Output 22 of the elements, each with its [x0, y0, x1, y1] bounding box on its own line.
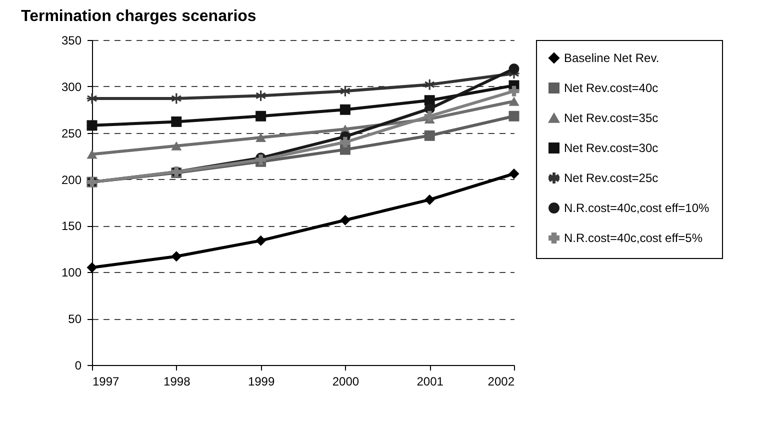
y-tick-label: 100 [61, 266, 82, 280]
legend-label: Net Rev.cost=40c [564, 81, 658, 95]
x-tick-label: 1999 [248, 374, 275, 388]
x-tick-label: 2001 [416, 374, 444, 388]
chart-title: Termination charges scenarios [20, 8, 256, 25]
x-tick-label: 1998 [164, 374, 191, 388]
x-tick-label: 2002 [488, 374, 515, 388]
y-tick-label: 50 [68, 312, 82, 326]
legend-label: N.R.cost=40c,cost eff=10% [564, 201, 710, 215]
x-tick-label: 1997 [92, 374, 120, 388]
y-tick-label: 0 [74, 358, 82, 372]
legend-label: Net Rev.cost=35c [564, 111, 658, 125]
y-tick-label: 150 [61, 219, 82, 234]
legend-label: Baseline Net Rev. [564, 51, 660, 65]
y-tick-label: 300 [61, 80, 82, 94]
y-tick-label: 200 [61, 172, 82, 187]
legend-label: Net Rev.cost=25c [564, 171, 658, 185]
x-tick-label: 2000 [332, 374, 360, 388]
y-tick-label: 350 [61, 34, 82, 48]
y-tick-label: 250 [61, 126, 82, 140]
legend-label: N.R.cost=40c,cost eff=5% [564, 231, 703, 245]
legend-label: Net Rev.cost=30c [564, 141, 658, 155]
